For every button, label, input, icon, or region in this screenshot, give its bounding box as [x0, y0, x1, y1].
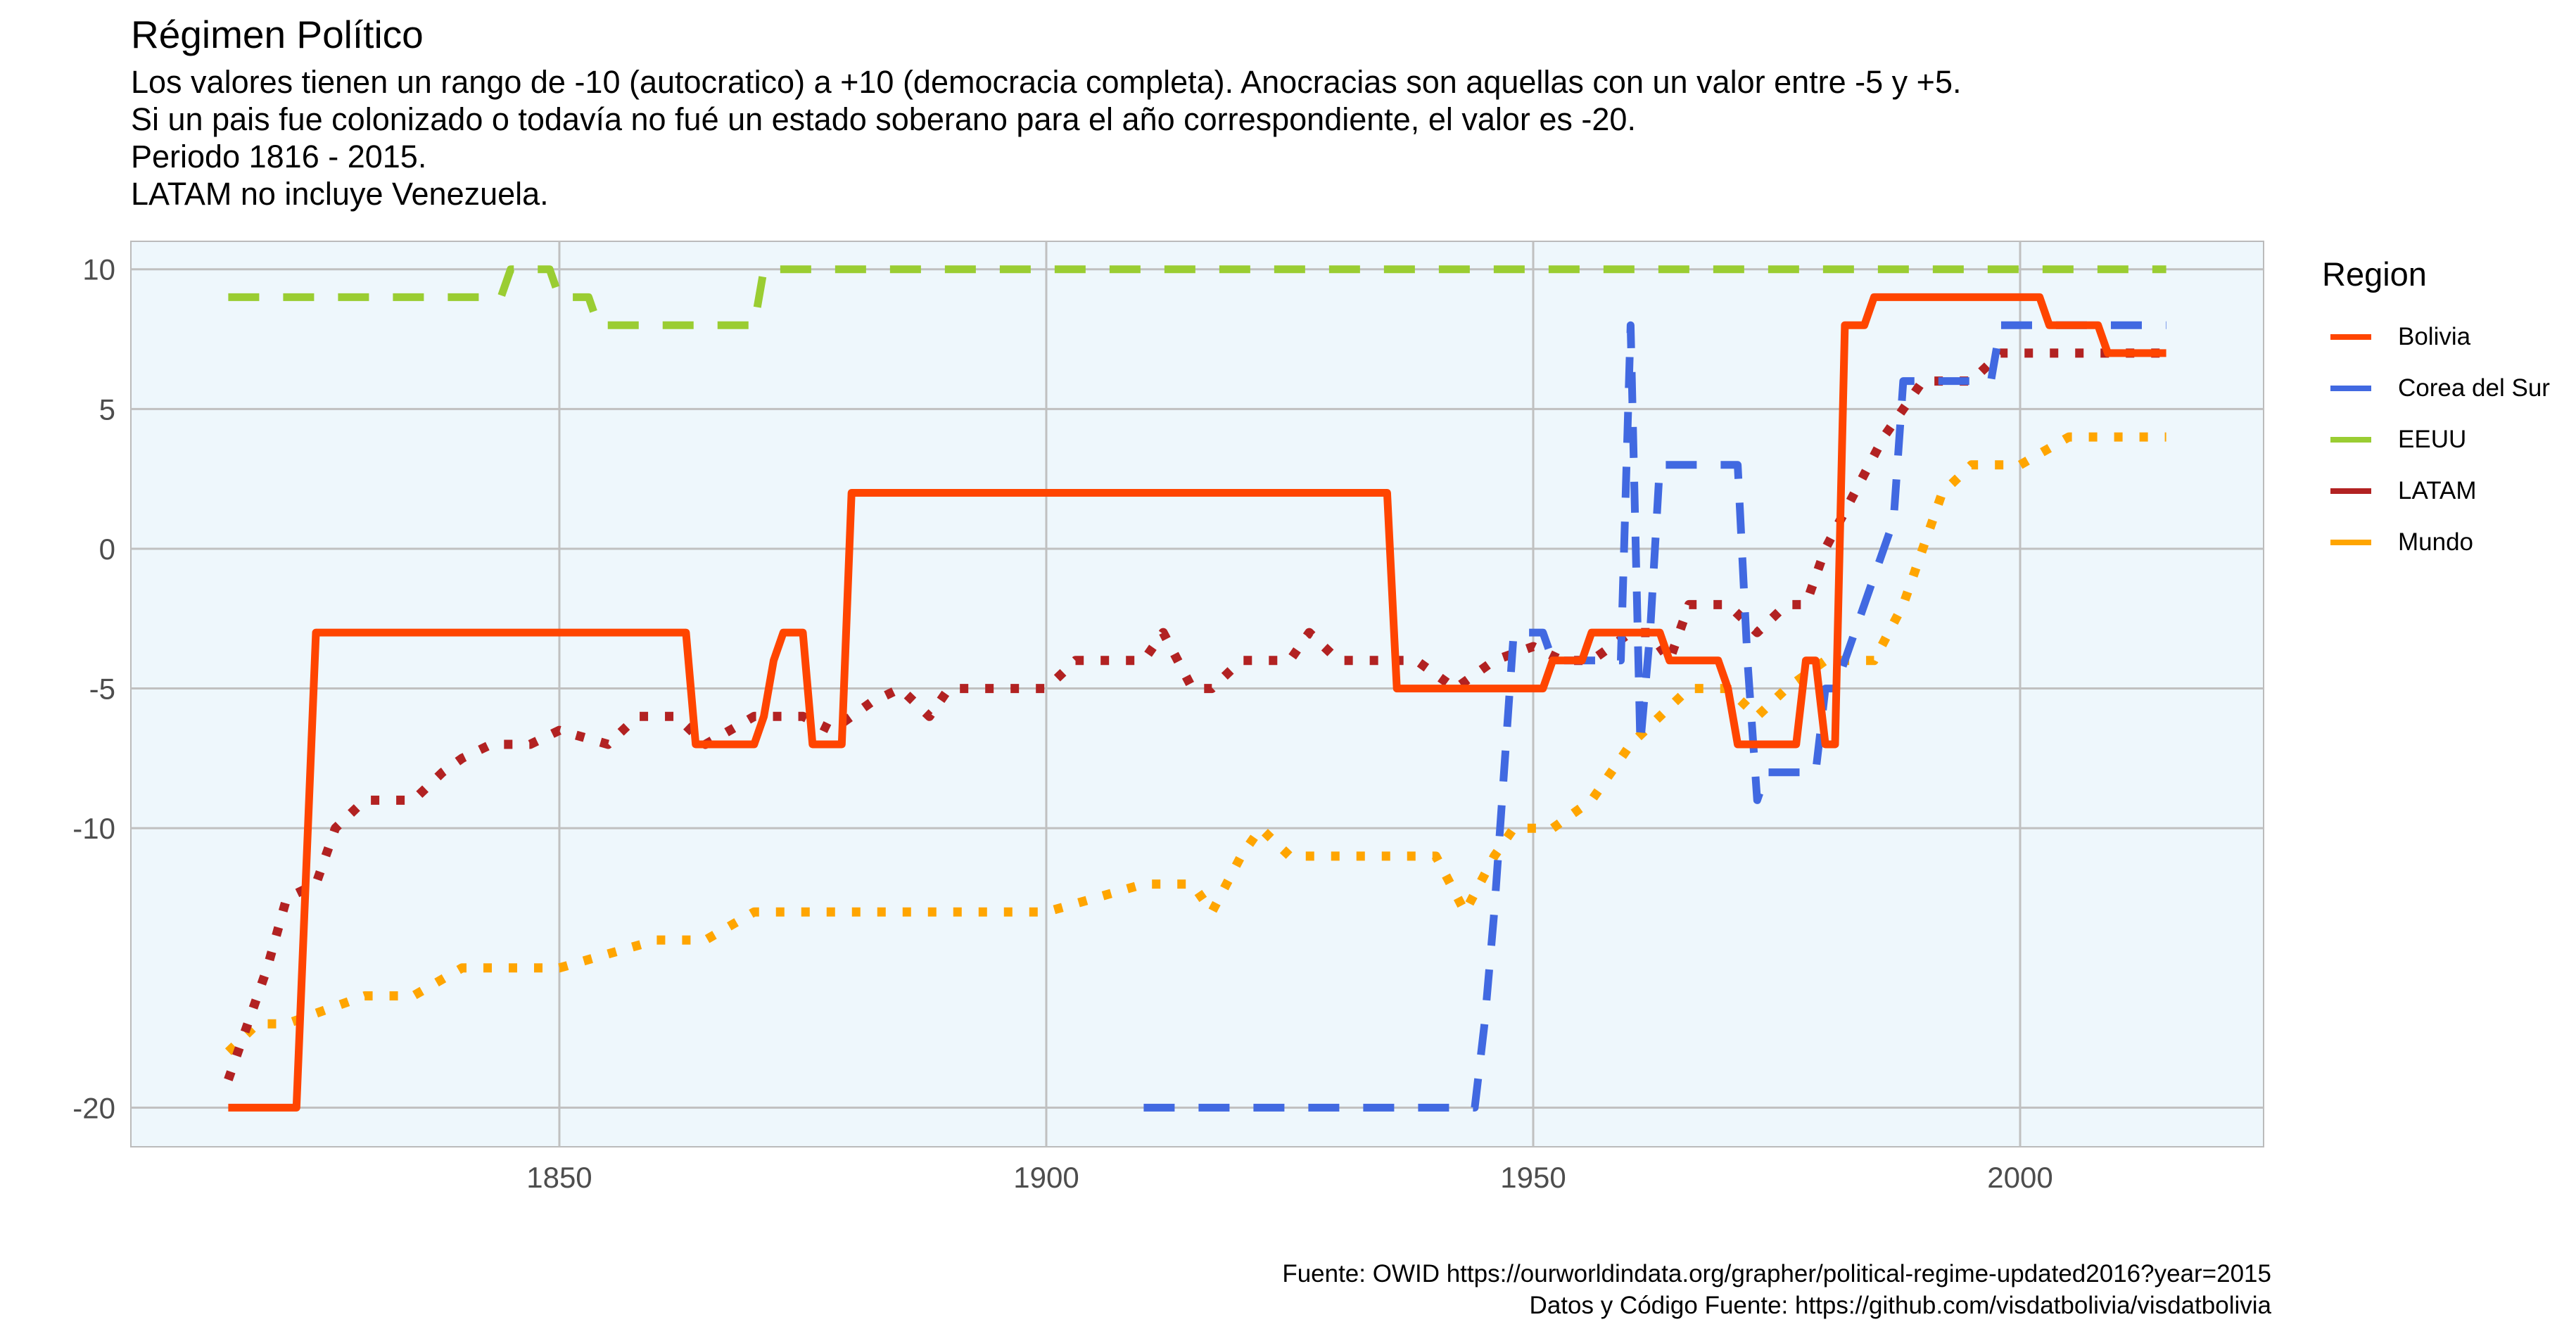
subtitle-line-1: Los valores tienen un rango de -10 (auto… — [131, 64, 1962, 100]
chart-title: Régimen Político — [131, 13, 424, 56]
legend-key — [2322, 362, 2380, 414]
legend-key — [2322, 414, 2380, 465]
y-tick-label: 0 — [99, 533, 115, 566]
series-line-bolivia — [228, 293, 2166, 1112]
legend-title: Region — [2322, 255, 2427, 293]
chart-caption: Fuente: OWID https://ourworldindata.org/… — [1282, 1258, 2271, 1321]
legend-key — [2322, 516, 2380, 568]
y-tick-label: -5 — [89, 673, 115, 706]
plot-panel — [130, 241, 2264, 1147]
legend-item: EEUU — [2322, 414, 2550, 465]
series-line-latam — [224, 348, 2166, 1081]
series-line-eeuu — [228, 265, 2166, 329]
y-tick-label: 5 — [99, 393, 115, 426]
legend-label: Corea del Sur — [2398, 374, 2550, 402]
legend-label: EEUU — [2398, 425, 2467, 453]
legend-key — [2322, 465, 2380, 516]
legend-label: Mundo — [2398, 528, 2474, 556]
caption-line-1: Fuente: OWID https://ourworldindata.org/… — [1282, 1260, 2271, 1287]
subtitle-line-3: Periodo 1816 - 2015. — [131, 139, 427, 174]
legend-label: LATAM — [2398, 476, 2477, 504]
x-tick-label: 1850 — [526, 1161, 592, 1194]
legend-item: Bolivia — [2322, 311, 2550, 362]
series-line-corea-del-sur — [1143, 321, 2166, 1112]
subtitle-line-4: LATAM no incluye Venezuela. — [131, 176, 549, 212]
series-line-mundo — [224, 432, 2166, 1055]
legend-item: Corea del Sur — [2322, 362, 2550, 414]
y-tick-label: -20 — [72, 1091, 115, 1124]
subtitle-line-2: Si un pais fue colonizado o todavía no f… — [131, 101, 1636, 137]
caption-line-2: Datos y Código Fuente: https://github.co… — [1529, 1292, 2271, 1319]
legend: Region Bolivia Corea del Sur EEUU LATAM Mund… — [2322, 253, 2550, 568]
x-tick-label: 2000 — [1987, 1161, 2052, 1194]
x-tick-label: 1900 — [1013, 1161, 1079, 1194]
legend-items: Bolivia Corea del Sur EEUU LATAM Mundo — [2322, 311, 2550, 568]
chart-subtitle: Los valores tienen un rango de -10 (auto… — [131, 63, 1961, 212]
legend-item: LATAM — [2322, 465, 2550, 516]
legend-label: Bolivia — [2398, 322, 2471, 350]
y-tick-label: 10 — [82, 253, 115, 286]
legend-key — [2322, 311, 2380, 362]
legend-item: Mundo — [2322, 516, 2550, 568]
y-tick-label: -10 — [72, 812, 115, 845]
x-tick-label: 1950 — [1500, 1161, 1566, 1194]
